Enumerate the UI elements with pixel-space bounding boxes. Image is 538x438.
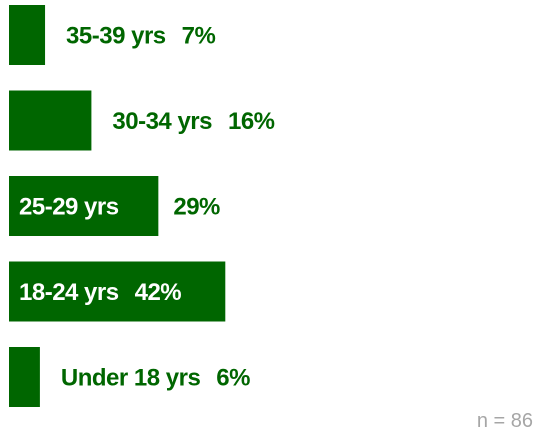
value-label: 16% xyxy=(228,108,275,135)
bar xyxy=(9,176,159,236)
value-label: 7% xyxy=(182,23,216,50)
value-label: 6% xyxy=(216,365,250,392)
bar xyxy=(9,5,46,65)
bar xyxy=(9,347,40,407)
category-label: 18-24 yrs xyxy=(19,279,119,306)
category-label: Under 18 yrs xyxy=(61,365,201,392)
value-label: 42% xyxy=(135,279,182,306)
category-label: 30-34 yrs xyxy=(112,108,212,135)
category-label: 35-39 yrs xyxy=(66,23,166,50)
value-label: 29% xyxy=(173,194,220,221)
bar xyxy=(9,90,92,151)
sample-size-note: n = 86 xyxy=(477,410,533,432)
category-label: 25-29 yrs xyxy=(19,194,119,221)
bar xyxy=(9,261,226,322)
